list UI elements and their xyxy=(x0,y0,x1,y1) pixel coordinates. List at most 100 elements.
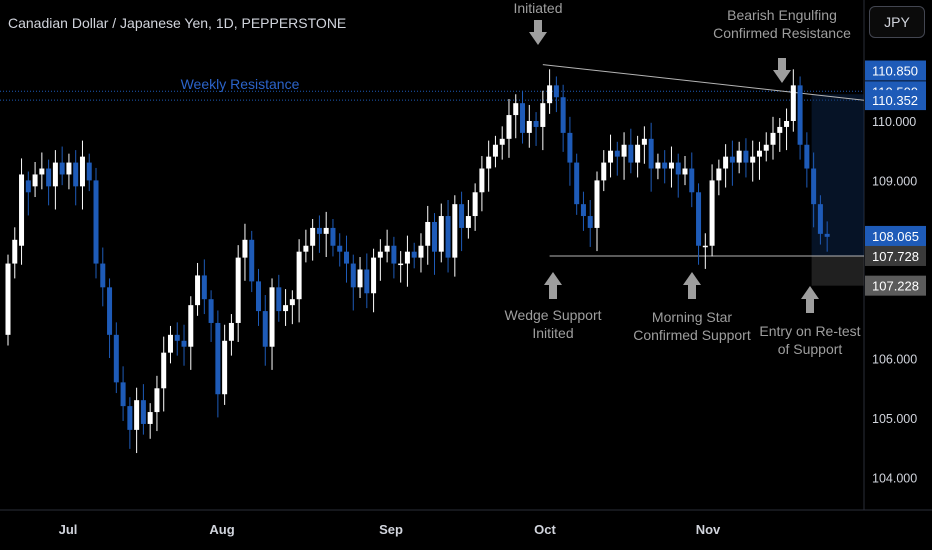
y-tick-label: 109.000 xyxy=(872,174,917,188)
candle-body xyxy=(425,221,431,246)
candle-body xyxy=(756,150,762,157)
candle-body xyxy=(59,162,65,175)
candle-body xyxy=(689,168,695,193)
candle-body xyxy=(46,168,52,187)
candle-body xyxy=(804,144,810,169)
annotation-text: Wedge Support xyxy=(504,307,601,323)
candle-body xyxy=(404,251,410,264)
candle-body xyxy=(330,227,336,246)
candle-body xyxy=(364,269,370,294)
candle-body xyxy=(242,239,248,258)
candle-body xyxy=(824,233,830,237)
candle-body xyxy=(465,216,471,228)
candle-body xyxy=(743,150,749,163)
candle-body xyxy=(377,251,383,258)
candle-body xyxy=(323,227,329,234)
candle-body xyxy=(79,156,85,187)
candle-body xyxy=(628,144,634,163)
candle-body xyxy=(790,85,796,121)
candle-body xyxy=(797,85,803,145)
candle-body xyxy=(296,251,302,300)
candle-body xyxy=(553,85,559,98)
currency-button[interactable]: JPY xyxy=(869,6,925,38)
candle-body xyxy=(283,305,289,312)
x-tick-label: Oct xyxy=(534,522,556,537)
candle-body xyxy=(479,168,485,193)
price-badge-text: 110.850 xyxy=(872,64,918,79)
candle-body xyxy=(526,121,532,133)
candle-body xyxy=(716,168,722,181)
price-badge-text: 107.228 xyxy=(872,279,919,294)
candle-body xyxy=(100,263,106,288)
candle-body xyxy=(195,275,201,306)
price-badge-text: 108.065 xyxy=(872,229,919,244)
candle-body xyxy=(736,150,742,163)
candle-body xyxy=(411,251,417,258)
candle-body xyxy=(310,227,316,246)
candle-body xyxy=(492,144,498,157)
candle-body xyxy=(459,204,465,228)
candle-body xyxy=(344,251,349,264)
candle-body xyxy=(167,334,173,353)
candle-body xyxy=(418,245,424,258)
candle-body xyxy=(587,216,593,228)
candle-body xyxy=(188,305,194,347)
candle-body xyxy=(432,221,438,252)
candle-body xyxy=(472,192,478,217)
candle-body xyxy=(357,269,363,288)
candle-body xyxy=(668,162,674,169)
candle-body xyxy=(763,144,769,151)
candle-body xyxy=(154,388,160,413)
candle-body xyxy=(12,239,18,264)
candle-body xyxy=(770,132,776,145)
candle-body xyxy=(696,192,702,246)
candle-body xyxy=(208,299,214,323)
candle-body xyxy=(201,275,207,300)
candle-body xyxy=(750,156,756,163)
y-tick-label: 105.000 xyxy=(872,412,917,426)
candle-body xyxy=(675,162,681,175)
y-tick-label: 110.000 xyxy=(872,115,916,129)
candle-body xyxy=(384,245,390,252)
annotation-text: Confirmed Resistance xyxy=(713,25,851,41)
candle-body xyxy=(269,287,275,347)
candle-body xyxy=(655,162,661,169)
candle-body xyxy=(608,150,614,163)
y-tick-label: 104.000 xyxy=(872,471,917,485)
candle-body xyxy=(289,299,295,306)
candle-body xyxy=(533,121,539,127)
candle-body xyxy=(107,287,113,335)
candle-body xyxy=(255,281,261,312)
candle-body xyxy=(547,85,553,104)
candle-body xyxy=(445,216,451,258)
annotation-text: of Support xyxy=(778,341,843,357)
candle-body xyxy=(682,168,688,175)
arrow-down-icon xyxy=(529,20,547,45)
x-tick-label: Nov xyxy=(696,522,721,537)
candle-body xyxy=(777,126,783,133)
candle-body xyxy=(120,382,126,407)
candle-body xyxy=(723,156,729,169)
candle-body xyxy=(594,180,600,228)
candle-body xyxy=(729,156,735,163)
stop-zone xyxy=(811,255,864,286)
candle-body xyxy=(222,340,228,395)
annotation-text: Entry on Re-test xyxy=(759,323,860,339)
candle-body xyxy=(19,174,25,246)
candle-body xyxy=(811,168,817,205)
price-badge xyxy=(865,60,926,81)
price-badge-text: 110.352 xyxy=(872,93,918,108)
candle-body xyxy=(215,322,221,395)
candle-body xyxy=(709,180,715,246)
y-tick-label: 106.000 xyxy=(872,353,917,367)
annotation-text: Confirmed Support xyxy=(633,327,751,343)
annotation-text: Bearish Engulfing xyxy=(727,7,837,23)
candle-body xyxy=(127,406,133,430)
candle-body xyxy=(249,239,255,282)
candle-body xyxy=(648,138,654,169)
candle-body xyxy=(39,168,45,175)
candle-body xyxy=(784,121,790,127)
candle-body xyxy=(147,412,153,424)
arrow-up-icon xyxy=(801,286,819,313)
